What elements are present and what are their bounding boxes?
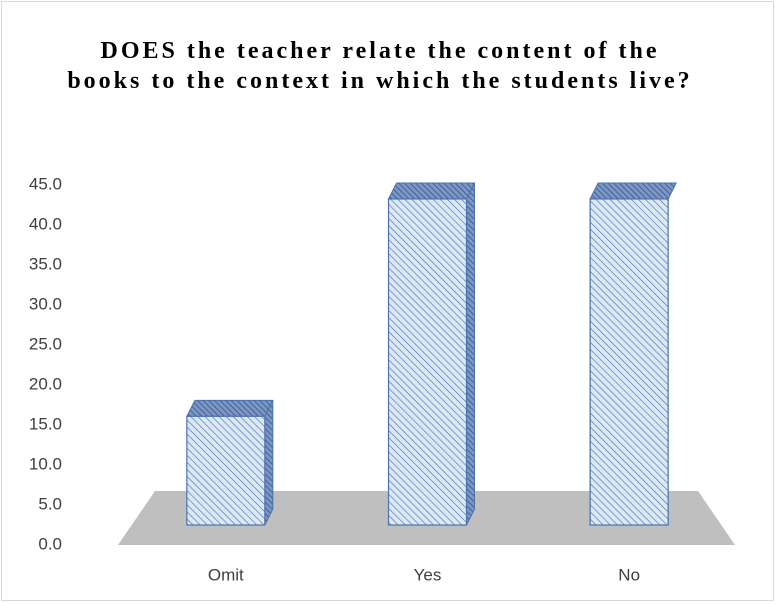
y-tick-label: 40.0 [29, 214, 62, 233]
bar-top [387, 182, 476, 200]
bar-top [589, 182, 677, 200]
bar-front [589, 198, 669, 526]
x-tick-label: Omit [208, 565, 244, 584]
bar-front [387, 198, 468, 526]
y-tick-label: 30.0 [29, 294, 62, 313]
y-tick-label: 20.0 [29, 374, 62, 393]
bar-top [186, 399, 274, 417]
y-tick-label: 25.0 [29, 334, 62, 353]
y-tick-label: 45.0 [29, 174, 62, 193]
x-tick-label: Yes [414, 565, 442, 584]
y-tick-label: 10.0 [29, 454, 62, 473]
bar [186, 399, 274, 526]
y-tick-label: 5.0 [38, 494, 62, 513]
bar-side [466, 182, 475, 526]
chart-title: DOES the teacher relate the content of t… [67, 38, 693, 94]
bar-side [264, 400, 274, 526]
y-tick-label: 35.0 [29, 254, 62, 273]
bar [589, 182, 677, 526]
bar-front [186, 415, 266, 526]
bar [387, 182, 476, 526]
x-tick-label: No [618, 565, 640, 584]
y-tick-label: 15.0 [29, 414, 62, 433]
y-tick-label: 0.0 [38, 534, 62, 553]
